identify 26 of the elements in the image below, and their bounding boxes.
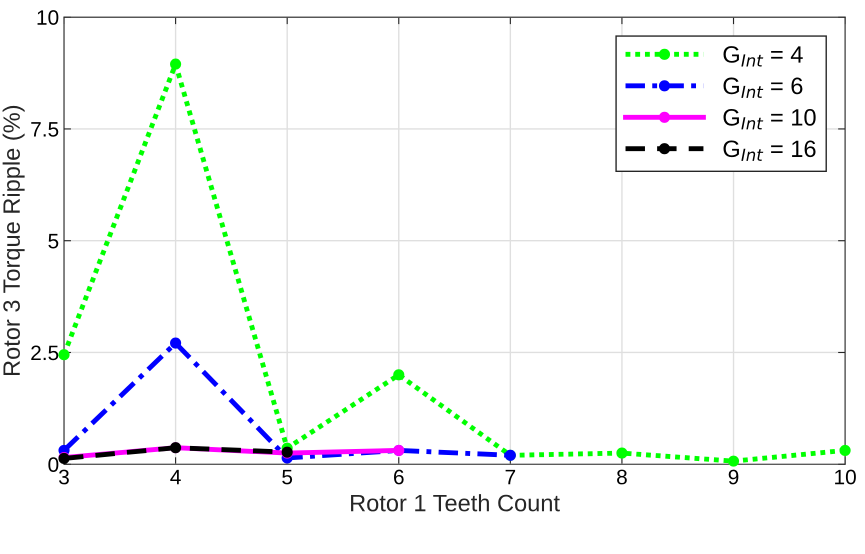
legend-label: G$_{Int}$ = 6 xyxy=(724,78,802,98)
x-tick-label: 10 xyxy=(835,470,856,484)
x-tick-label: 3 xyxy=(59,470,69,484)
point xyxy=(170,58,182,70)
point xyxy=(393,369,404,380)
point xyxy=(728,456,740,467)
y-tick-label: 10 xyxy=(38,10,58,25)
legend-label: G$_{Int}$ = 10 xyxy=(724,109,816,130)
y-tick-label: 0 xyxy=(48,457,58,472)
x-tick-label: 5 xyxy=(282,470,292,484)
x-tick-label: 8 xyxy=(617,470,627,484)
y-tick-label: 5 xyxy=(48,234,58,248)
point xyxy=(170,338,182,349)
x-tick-label: 9 xyxy=(728,470,738,484)
point xyxy=(840,444,851,456)
y-axis-title: Rotor 3 Torque Ripple (%) xyxy=(2,106,25,376)
y-tick-label: 2.5 xyxy=(31,345,58,360)
point xyxy=(58,349,70,360)
y-tick-label: 7.5 xyxy=(31,122,58,137)
legend-label: G$_{Int}$ = 4 xyxy=(724,46,803,66)
legend-label: G$_{Int}$ = 16 xyxy=(724,140,816,161)
x-tick-label: 6 xyxy=(394,470,404,484)
point xyxy=(616,448,628,459)
x-tick-label: 4 xyxy=(170,470,181,484)
x-tick-label: 7 xyxy=(506,470,516,484)
x-axis-title: Rotor 1 Teeth Count xyxy=(351,494,560,512)
